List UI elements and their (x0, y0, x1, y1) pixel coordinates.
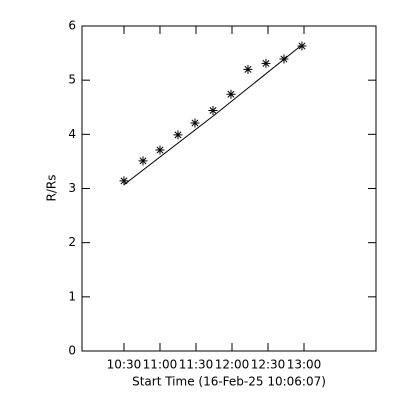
fit-line (123, 44, 303, 186)
x-tick-label: 12:30 (251, 358, 286, 372)
y-tick-label: 5 (68, 73, 76, 87)
asterisk-point (155, 145, 165, 155)
y-tick-label: 2 (68, 235, 76, 249)
asterisk-point (261, 58, 271, 68)
x-tick-label: 11:30 (179, 358, 214, 372)
x-axis-label: Start Time (16-Feb-25 10:06:07) (132, 375, 326, 389)
asterisk-point (119, 176, 129, 186)
asterisk-point (243, 64, 253, 74)
y-axis-label: R/Rs (45, 175, 59, 202)
asterisk-point (190, 118, 200, 128)
plot-frame (81, 25, 377, 352)
asterisk-point (297, 41, 307, 51)
y-tick-label: 0 (68, 344, 76, 358)
y-tick-label: 6 (68, 19, 76, 33)
y-tick-label: 1 (68, 289, 76, 303)
x-tick-label: 13:00 (287, 358, 322, 372)
x-tick-label: 11:00 (143, 358, 178, 372)
asterisk-point (138, 156, 148, 166)
asterisk-point (226, 89, 236, 99)
y-tick-label: 4 (68, 127, 76, 141)
asterisk-point (173, 130, 183, 140)
y-tick-label: 3 (68, 181, 76, 195)
asterisk-point (208, 106, 218, 115)
x-tick-label: 10:30 (107, 358, 142, 372)
x-tick-label: 12:00 (215, 358, 250, 372)
